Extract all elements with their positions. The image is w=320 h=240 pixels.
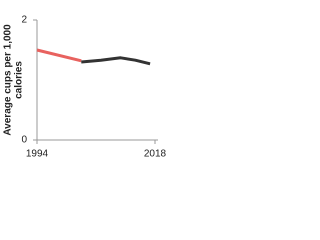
y-tick-label: 2 bbox=[21, 15, 27, 26]
x-tick-label: 1994 bbox=[26, 149, 49, 160]
data-line bbox=[81, 56, 151, 66]
y-axis-label-line: calories bbox=[14, 61, 25, 99]
data-line bbox=[36, 48, 82, 63]
y-axis-label: Average cups per 1,000 calories bbox=[3, 24, 25, 136]
x-tick-label: 2018 bbox=[144, 149, 167, 160]
y-axis-label-line: Average cups per 1,000 bbox=[3, 24, 14, 136]
chart: Average cups per 1,000 calories 0 2 1994 20… bbox=[3, 15, 167, 160]
y-tick-label: 0 bbox=[21, 135, 27, 146]
